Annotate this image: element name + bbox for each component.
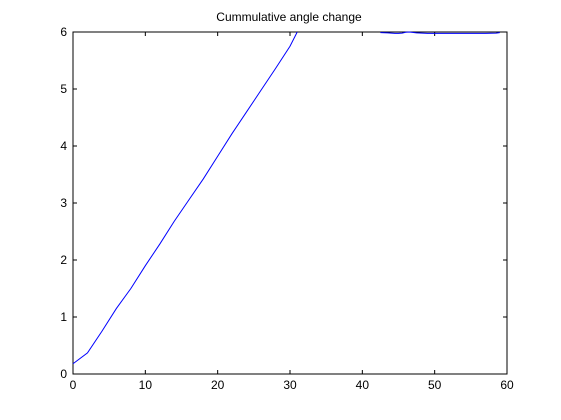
y-tick-label: 5 bbox=[60, 82, 67, 96]
x-tick-label: 10 bbox=[139, 378, 153, 392]
axis-ticks: 0 10 20 30 40 50 60 0 1 2 3 4 5 6 bbox=[60, 25, 514, 392]
y-tick-label: 1 bbox=[60, 310, 67, 324]
y-tick-label: 6 bbox=[60, 25, 67, 39]
y-tick-label: 4 bbox=[60, 139, 67, 153]
x-tick-label: 60 bbox=[500, 378, 514, 392]
x-tick-label: 0 bbox=[70, 378, 77, 392]
x-tick-label: 20 bbox=[211, 378, 225, 392]
y-tick-label: 0 bbox=[60, 367, 67, 381]
data-series bbox=[72, 31, 500, 365]
y-tick-label: 2 bbox=[60, 253, 67, 267]
x-tick-label: 50 bbox=[428, 378, 442, 392]
y-tick-label: 3 bbox=[60, 196, 67, 210]
x-tick-label: 30 bbox=[283, 378, 297, 392]
plot-area bbox=[72, 31, 508, 375]
series-line-2 bbox=[380, 31, 500, 34]
chart-title: Cummulative angle change bbox=[216, 10, 362, 24]
series-line-1 bbox=[72, 31, 298, 365]
x-tick-label: 40 bbox=[356, 378, 370, 392]
